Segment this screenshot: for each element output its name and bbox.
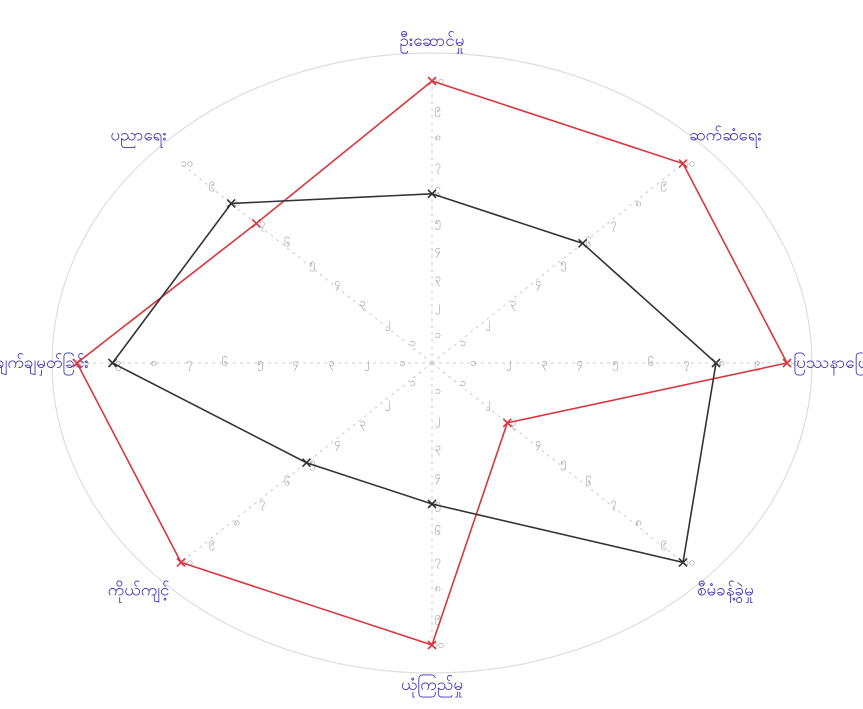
tick-label: ၉ — [209, 535, 215, 550]
tick-label: ၁ — [435, 328, 441, 341]
tick-label: ၆ — [222, 356, 228, 369]
tick-label: ၂ — [364, 356, 369, 371]
tick-label: ၁၀ — [683, 555, 695, 568]
tick-label: ၄ — [293, 356, 299, 371]
tick-label: ၄ — [334, 436, 340, 451]
tick-label: ၆ — [284, 236, 290, 249]
tick-label: ၂ — [486, 316, 491, 331]
tick-label: ၉ — [661, 535, 667, 550]
tick-label: ၇ — [435, 159, 441, 174]
tick-label: ၁ — [460, 376, 466, 389]
tick-label: ၆ — [648, 356, 654, 369]
tick-label: ၇ — [259, 496, 265, 511]
tick-label: ၈ — [435, 130, 441, 143]
tick-label: ၈ — [151, 356, 157, 369]
tick-label: ၂ — [385, 316, 390, 331]
tick-label: ၆ — [435, 525, 441, 538]
tick-label: ၁ — [460, 336, 466, 349]
tick-label: ၈ — [636, 516, 642, 529]
tick-label: ၈ — [435, 582, 441, 595]
tick-label: ၄ — [535, 276, 541, 291]
tick-label: ၇ — [435, 553, 441, 568]
tick-label: ၉ — [435, 102, 441, 117]
axis-label: ဦးဆောင်မှု — [400, 31, 465, 54]
tick-label: ၂ — [435, 412, 440, 427]
axis-label: ပညာရေး — [110, 125, 166, 148]
chart: ၁၂၃၄၅၆၇၈၉၁၀ဦးဆောင်မှု၁၂၃၄၅၆၇၈၉၁၀ဆက်ဆံရေး… — [0, 0, 863, 709]
tick-label: ၃ — [360, 416, 366, 431]
axis-label: ယုံကြည်မှု — [401, 673, 463, 698]
tick-label: ၁ — [470, 356, 476, 369]
tick-label: ၁ — [410, 336, 416, 349]
axis-label: ဆက်ဆံရေး — [689, 125, 762, 148]
tick-label: ၅ — [309, 256, 315, 271]
tick-label: ၂ — [506, 356, 511, 371]
tick-label: ၆ — [284, 476, 290, 489]
tick-label: ၁၀ — [181, 157, 193, 170]
tick-label: ၃ — [328, 356, 334, 371]
tick-label: ၇ — [611, 216, 617, 231]
tick-label: ၁ — [410, 376, 416, 389]
tick-label: ၃ — [510, 296, 516, 311]
tick-label: ၅ — [560, 456, 566, 471]
tick-label: ၂ — [435, 300, 440, 315]
tick-label: ၃ — [510, 416, 516, 431]
axis-label: စီမံခန့်ခွဲမှု — [697, 580, 754, 603]
tick-label: ၈ — [234, 516, 240, 529]
tick-label: ၇ — [683, 356, 689, 371]
tick-label: ၅ — [612, 356, 618, 371]
tick-label: ၇ — [186, 356, 192, 371]
tick-label: ၉ — [661, 177, 667, 192]
tick-label: ၄ — [577, 356, 583, 371]
tick-label: ၉ — [209, 177, 215, 192]
tick-label: ၁ — [399, 356, 405, 369]
tick-label: ၃ — [541, 356, 547, 371]
tick-label: ၃ — [435, 441, 441, 456]
spoke — [432, 164, 683, 363]
tick-label: ၂ — [385, 396, 390, 411]
tick-label: ၃ — [435, 271, 441, 286]
tick-label: ၅ — [560, 256, 566, 271]
spoke — [181, 164, 432, 363]
tick-label: ၈ — [636, 196, 642, 209]
tick-label: ၁ — [435, 384, 441, 397]
tick-label: ၅ — [257, 356, 263, 371]
axis-label: ပြဿနာဖြေရှင်းမှု — [793, 351, 863, 376]
tick-label: ၇ — [611, 496, 617, 511]
axis-label: ကိုယ်ကျင့် — [108, 581, 170, 604]
tick-label: ၄ — [435, 243, 441, 258]
tick-label: ၄ — [334, 276, 340, 291]
tick-label: ၃ — [360, 296, 366, 311]
tick-label: ၂ — [486, 396, 491, 411]
tick-label: ၅ — [435, 215, 441, 230]
tick-label: ၆ — [586, 476, 592, 489]
tick-label: ၄ — [535, 436, 541, 451]
tick-label: ၄ — [435, 469, 441, 484]
